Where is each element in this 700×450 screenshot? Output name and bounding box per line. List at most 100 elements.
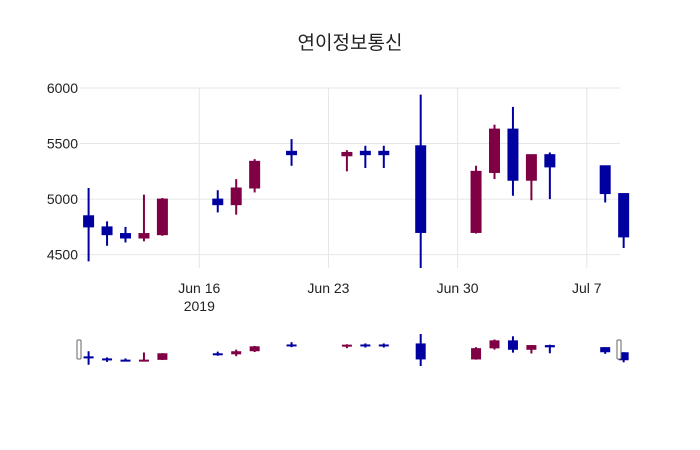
candle-decreasing: [101, 221, 113, 246]
candle-decreasing: [415, 94, 427, 268]
mini-candle-body: [526, 345, 537, 350]
x-tick-label: Jun 30: [437, 280, 479, 296]
candle-decreasing: [83, 188, 95, 262]
candle-increasing: [525, 154, 537, 201]
mini-candle: [341, 344, 352, 349]
mini-candle: [360, 343, 371, 348]
mini-candle: [526, 345, 537, 354]
mini-candle: [600, 347, 611, 354]
mini-candle: [249, 345, 260, 353]
mini-candle-body: [212, 353, 223, 356]
candle-increasing: [341, 150, 353, 172]
candle-increasing: [230, 179, 242, 215]
candle-body: [470, 170, 482, 233]
mini-candle-body: [507, 340, 518, 350]
mini-candle: [507, 336, 518, 353]
mini-candle-body: [600, 347, 611, 353]
mini-candle: [489, 339, 500, 350]
candle-body: [525, 154, 537, 181]
mini-candle-body: [544, 345, 555, 348]
candle-body: [507, 128, 519, 181]
candle-increasing: [138, 194, 150, 242]
candle-body: [378, 150, 390, 156]
mini-candle-body: [341, 344, 352, 347]
mini-candle: [231, 349, 242, 357]
candle-body: [618, 193, 630, 238]
candle-decreasing: [378, 145, 390, 168]
x-tick-label: Jun 23: [307, 280, 349, 296]
candle-decreasing: [544, 152, 556, 200]
mini-candle: [102, 357, 113, 362]
x-tick-year-label: 2019: [184, 298, 215, 314]
mini-candle: [138, 352, 149, 362]
candle-decreasing: [599, 165, 611, 203]
candle-increasing: [156, 198, 168, 236]
mini-candle: [618, 352, 629, 363]
mini-candle-body: [489, 340, 500, 349]
range-slider[interactable]: [76, 334, 629, 366]
candle-increasing: [489, 124, 500, 180]
candles: [83, 94, 630, 268]
candle-body: [415, 145, 427, 233]
mini-candle-body: [286, 344, 297, 347]
candle-body: [156, 198, 168, 236]
candle-increasing: [470, 165, 482, 234]
candle-body: [544, 154, 556, 168]
range-slider-right-handle[interactable]: [616, 339, 622, 360]
mini-candle-body: [120, 359, 131, 362]
mini-candle: [378, 343, 389, 348]
y-tick-label: 4500: [47, 247, 78, 263]
y-tick-label: 6000: [47, 80, 78, 96]
candle-body: [599, 165, 611, 195]
range-slider-bg: [80, 334, 620, 366]
mini-candle-body: [249, 346, 260, 352]
candle-body: [249, 160, 261, 189]
mini-candle-body: [471, 348, 482, 360]
y-tick-label: 5000: [47, 191, 78, 207]
candle-decreasing: [286, 139, 298, 166]
candle-body: [341, 151, 353, 157]
y-axis: 4500 5000 5500 6000: [47, 80, 78, 263]
mini-candle-body: [102, 358, 113, 361]
candle-body: [101, 226, 113, 236]
chart-title: 연이정보통신: [297, 32, 403, 54]
candle-decreasing: [359, 145, 371, 168]
candle-decreasing: [507, 106, 519, 196]
x-tick-label: Jun 16: [178, 280, 220, 296]
candle-body: [359, 150, 371, 156]
candle-body: [489, 128, 500, 173]
x-axis: Jun 16 2019 Jun 23 Jun 30 Jul 7: [178, 280, 601, 314]
candle-decreasing: [120, 226, 131, 243]
mini-candle-body: [378, 344, 389, 347]
y-tick-label: 5500: [47, 136, 78, 152]
mini-candle: [157, 353, 168, 361]
mini-candle: [286, 342, 297, 348]
mini-candle: [544, 344, 555, 354]
mini-candle-body: [83, 356, 94, 359]
mini-candle-body: [415, 343, 426, 360]
mini-candle: [415, 334, 426, 366]
mini-candle-body: [157, 353, 168, 360]
x-tick-label: Jul 7: [572, 280, 602, 296]
candle-increasing: [249, 159, 261, 193]
candle-decreasing: [618, 193, 630, 248]
candle-body: [83, 215, 95, 228]
candle-body: [120, 233, 131, 239]
mini-candle-body: [231, 351, 242, 355]
candle-body: [138, 233, 150, 239]
candle-body: [212, 198, 224, 206]
mini-candle-body: [360, 344, 371, 347]
candle-body: [230, 187, 242, 206]
range-slider-left-handle[interactable]: [76, 339, 82, 360]
candle-decreasing: [212, 190, 224, 213]
candle-body: [286, 150, 298, 156]
grid-layer: [80, 87, 620, 268]
mini-candle: [120, 358, 131, 362]
mini-candle-body: [618, 352, 629, 361]
mini-candle: [471, 347, 482, 360]
mini-candle-body: [138, 359, 149, 362]
mini-candle: [212, 351, 223, 356]
mini-candle: [83, 351, 94, 365]
